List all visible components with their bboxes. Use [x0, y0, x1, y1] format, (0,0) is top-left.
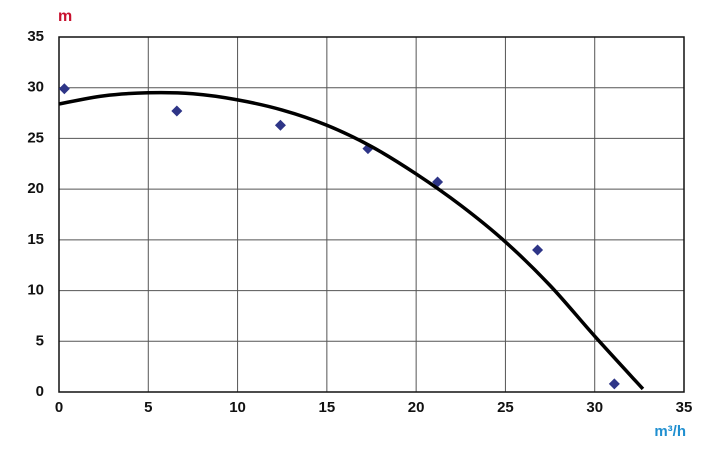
x-tick-label: 0 [55, 399, 63, 416]
y-axis-label: m [58, 8, 72, 25]
data-point [532, 244, 544, 256]
x-tick-label: 25 [497, 399, 514, 416]
y-tick-label: 0 [36, 383, 44, 400]
x-tick-label: 20 [408, 399, 425, 416]
curve [58, 90, 645, 391]
y-tick-label: 10 [27, 282, 44, 299]
x-tick-label: 30 [586, 399, 603, 416]
x-tick-label: 10 [229, 399, 246, 416]
plot-border [58, 36, 685, 393]
x-tick-label: 35 [676, 399, 693, 416]
y-tick-label: 20 [27, 180, 44, 197]
y-tick-label: 35 [27, 28, 44, 45]
x-tick-label: 5 [144, 399, 152, 416]
y-tick-label: 15 [27, 231, 44, 248]
data-point [171, 105, 183, 117]
y-tick-label: 5 [36, 332, 44, 349]
x-tick-label: 15 [319, 399, 336, 416]
y-tick-label: 30 [27, 79, 44, 96]
data-point [58, 83, 70, 95]
data-point [608, 378, 620, 390]
data-point [274, 119, 286, 131]
y-tick-label: 25 [27, 129, 44, 146]
x-axis-label: m³/h [654, 423, 686, 440]
